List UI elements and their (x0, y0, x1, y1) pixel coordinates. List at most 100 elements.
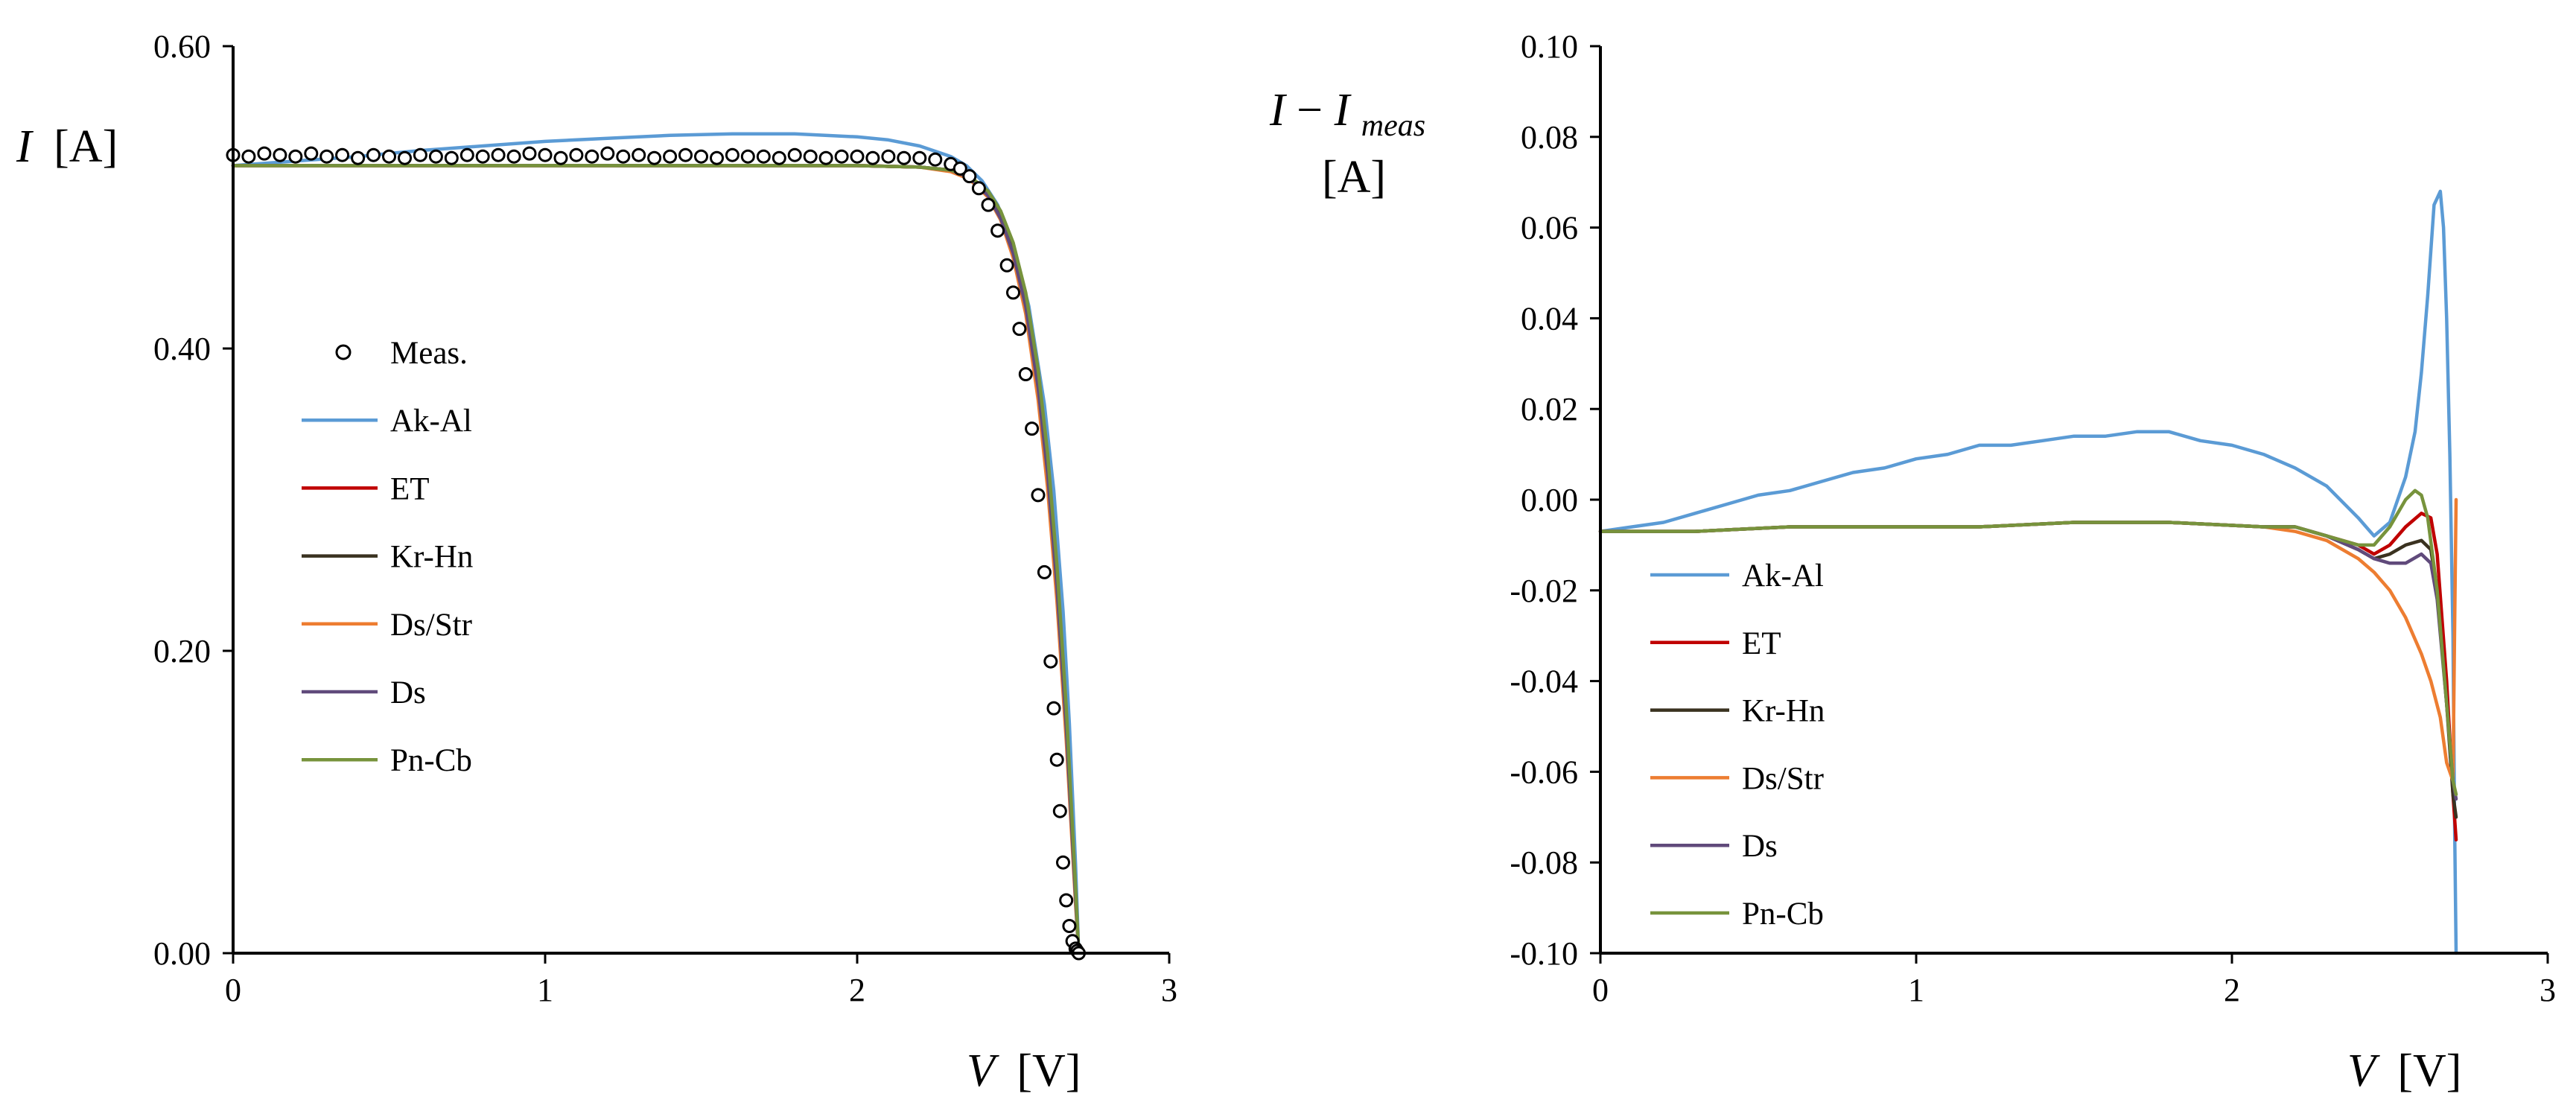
meas-point (1025, 421, 1040, 436)
meas-point (632, 147, 646, 162)
residual-legend-label-ds-str: Ds/Str (1742, 761, 1824, 796)
meas-point (1056, 855, 1070, 870)
iv-legend-marker-meas (335, 344, 352, 360)
meas-point (881, 149, 896, 164)
iv-y-tick-label: 0.40 (153, 331, 211, 367)
meas-point (865, 150, 880, 165)
residual-y-tick-label: -0.08 (1510, 844, 1578, 881)
residual-y-tick-label: 0.04 (1521, 300, 1578, 337)
meas-point (382, 149, 396, 164)
meas-point (366, 147, 381, 162)
iv-series-ds (231, 164, 1081, 955)
meas-point (1043, 654, 1058, 669)
residual-xlabel-unit: [V] (2397, 1046, 2461, 1096)
residual-ylabel-minus: − (1297, 85, 1334, 136)
meas-point (740, 149, 755, 164)
meas-point (459, 147, 474, 162)
meas-point (475, 149, 490, 164)
meas-point (538, 147, 553, 162)
iv-ylabel-unit: [A] (54, 121, 118, 172)
meas-point (990, 223, 1005, 238)
meas-point (506, 149, 521, 164)
iv-xlabel-symbol: V (967, 1046, 999, 1096)
residual-legend-label-ds: Ds (1742, 829, 1778, 864)
meas-point (1006, 285, 1020, 300)
meas-point (1049, 752, 1064, 767)
meas-point (663, 149, 678, 164)
iv-curve-chart: 0 1 2 3 0.00 0.20 0.40 0.60 Meas. Ak-Al ET Kr-Hn Ds… (16, 28, 1177, 1096)
meas-point (413, 147, 427, 162)
meas-point (971, 181, 986, 196)
meas-point (304, 146, 319, 161)
meas-point (1059, 893, 1074, 908)
meas-point (241, 149, 256, 164)
meas-point (569, 147, 584, 162)
iv-x-tick-label: 0 (225, 972, 241, 1008)
iv-y-tick-label: 0.00 (153, 935, 211, 972)
residual-y-axis-label: I − I meas [A] (1269, 85, 1425, 203)
meas-point (912, 150, 927, 165)
meas-point (288, 149, 303, 164)
iv-ylabel-symbol: I (16, 121, 34, 172)
meas-point (928, 152, 943, 167)
meas-point (787, 147, 802, 162)
residual-series-kr-hn (1598, 521, 2458, 819)
residual-x-tick-label: 2 (2224, 972, 2240, 1008)
iv-axes (232, 46, 1169, 955)
iv-legend-label-pn-cb: Pn-Cb (390, 743, 472, 778)
meas-point (1062, 919, 1077, 933)
meas-point (491, 147, 506, 162)
meas-point (710, 150, 724, 165)
meas-point (273, 147, 287, 162)
iv-series-et (231, 164, 1081, 955)
residual-series-layer (1598, 189, 2458, 955)
iv-y-tick-label: 0.20 (153, 633, 211, 669)
meas-point (981, 197, 996, 212)
residual-y-tick-label: -0.02 (1510, 573, 1578, 609)
meas-point (756, 149, 771, 164)
meas-point (257, 146, 272, 161)
meas-point (1037, 564, 1052, 579)
residual-x-axis-label: V [V] (2347, 1046, 2461, 1096)
iv-legend-label-meas-: Meas. (390, 336, 468, 371)
iv-x-tick-label: 1 (537, 972, 553, 1008)
residual-legend-label-et: ET (1742, 626, 1781, 661)
residual-ylabel-symbol: I (1269, 85, 1288, 136)
residual-x-tick-label: 1 (1908, 972, 1924, 1008)
residual-series-ak-al (1598, 189, 2458, 955)
meas-point (1031, 488, 1046, 503)
iv-x-tick-label: 2 (849, 972, 865, 1008)
iv-legend-label-ds-str: Ds/Str (390, 608, 472, 643)
meas-point (962, 169, 977, 184)
meas-point (600, 146, 615, 161)
meas-point (1052, 803, 1067, 818)
residual-xlabel-symbol: V (2347, 1046, 2380, 1096)
iv-series-ds-str (231, 164, 1081, 955)
meas-point (725, 147, 740, 162)
iv-series-kr-hn (231, 164, 1081, 955)
iv-x-tick-label: 3 (1161, 972, 1177, 1008)
iv-measured-markers (226, 146, 1086, 961)
meas-point (850, 149, 865, 164)
residual-y-tick-label: 0.08 (1521, 119, 1578, 156)
meas-point (772, 150, 786, 165)
iv-series-ak-al (231, 132, 1081, 955)
residual-legend-label-pn-cb: Pn-Cb (1742, 897, 1824, 932)
meas-point (818, 150, 833, 165)
residual-y-tick-label: 0.02 (1521, 391, 1578, 427)
meas-point (351, 150, 366, 165)
meas-point (522, 146, 537, 161)
meas-point (694, 149, 708, 164)
meas-point (953, 161, 967, 176)
residual-chart: 0 1 2 3 -0.10 -0.08 -0.06 -0.04 -0.02 0.00 0.02 0.0… (1269, 28, 2556, 1096)
meas-point (678, 147, 693, 162)
svg-text:V [V]: V [V] (2347, 1046, 2461, 1096)
meas-point (1046, 701, 1061, 716)
residual-series-ds (1598, 521, 2458, 801)
meas-point (398, 150, 412, 165)
iv-legend-label-kr-hn: Kr-Hn (390, 540, 473, 575)
residual-y-tick-label: 0.00 (1521, 482, 1578, 518)
meas-point (616, 149, 631, 164)
residual-ylabel-unit: [A] (1322, 152, 1386, 203)
